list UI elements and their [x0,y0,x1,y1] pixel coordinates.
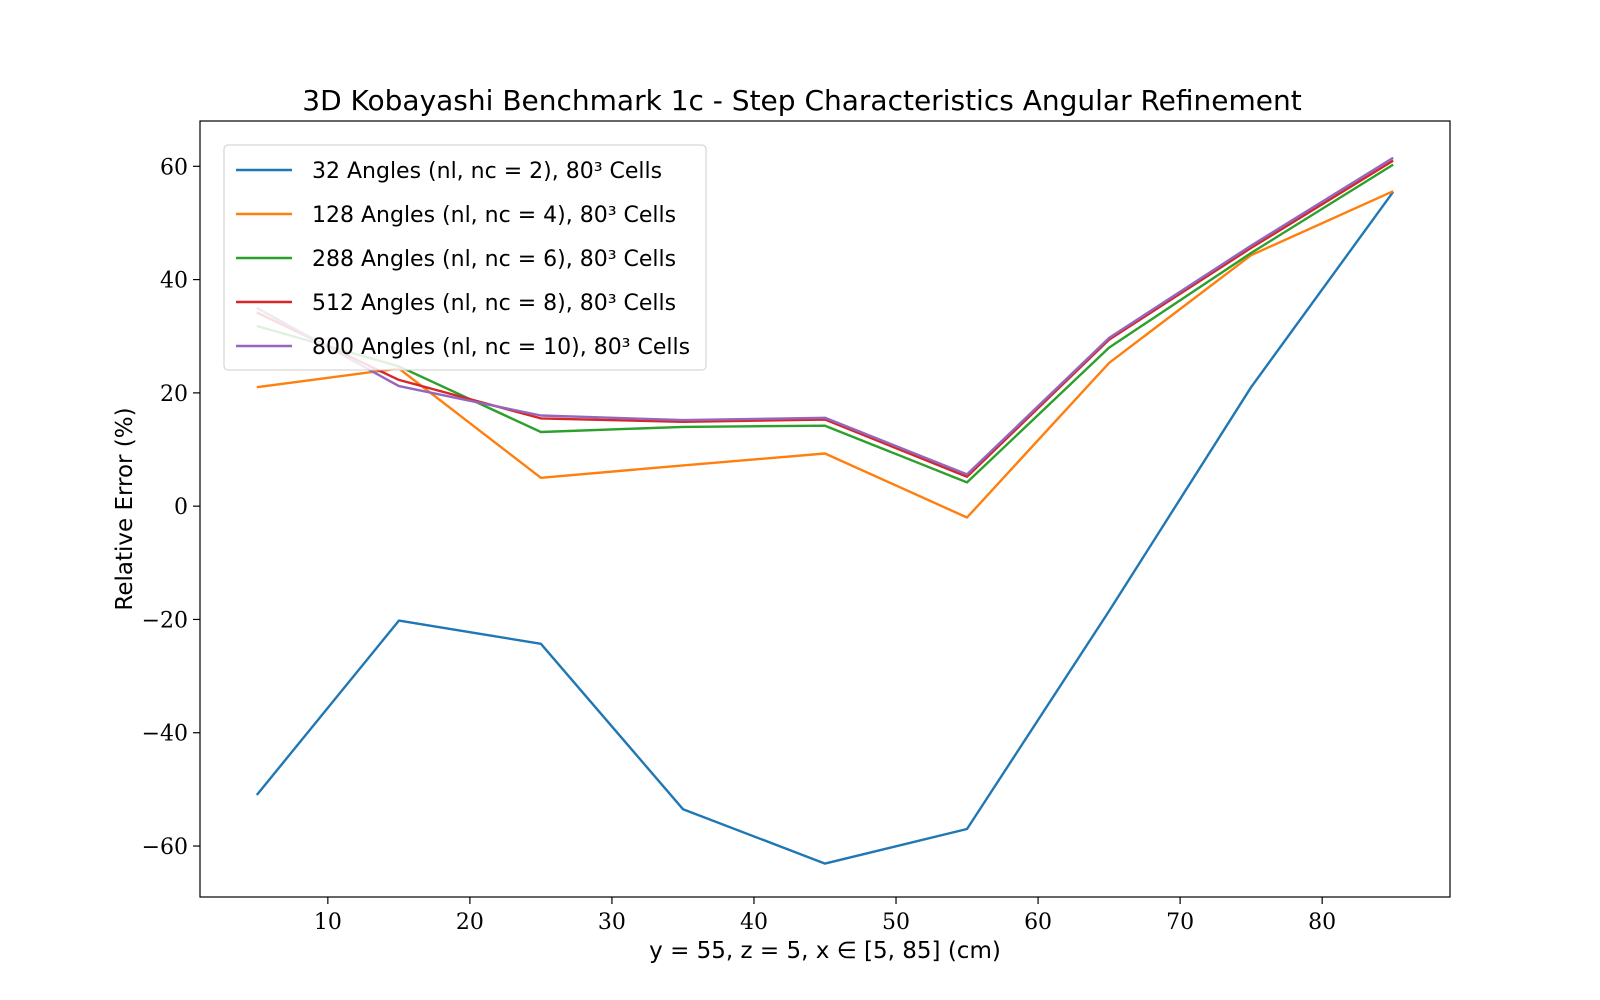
x-tick-label: 60 [1024,910,1052,935]
x-tick-label: 50 [882,910,910,935]
legend: 32 Angles (nl, nc = 2), 80³ Cells 128 Ang… [223,144,707,371]
y-tick-label: 60 [160,155,188,180]
x-tick-label: 80 [1308,910,1336,935]
legend-entry: 800 Angles (nl, nc = 10), 80³ Cells [312,335,690,360]
x-tick-label: 20 [456,910,484,935]
x-tick-label: 10 [314,910,342,935]
legend-entry: 512 Angles (nl, nc = 8), 80³ Cells [312,291,676,316]
y-tick-label: 40 [160,269,188,294]
legend-entry: 32 Angles (nl, nc = 2), 80³ Cells [312,159,662,184]
series-lines [255,156,1395,865]
x-tick-label: 70 [1166,910,1194,935]
y-tick-label: −20 [142,608,188,633]
legend-box [223,144,707,371]
legend-entry: 128 Angles (nl, nc = 4), 80³ Cells [312,203,676,228]
y-axis-label: Relative Error (%) [112,407,138,610]
y-tick-label: −60 [142,835,188,860]
x-axis: 10 20 30 40 50 60 70 80 [314,897,1336,935]
plot-area-frame [199,120,1451,898]
y-tick-label: 20 [160,382,188,407]
y-tick-label: 0 [174,495,188,520]
x-tick-label: 40 [740,910,768,935]
legend-entry: 288 Angles (nl, nc = 6), 80³ Cells [312,247,676,272]
series-line-2 [256,163,1394,484]
x-tick-label: 30 [598,910,626,935]
x-axis-label: y = 55, z = 5, x ∈ [5, 85] (cm) [649,938,1001,964]
y-axis: −60 −40 −20 0 20 40 60 [142,155,200,860]
y-tick-label: −40 [142,722,188,747]
series-line-0 [255,191,1395,865]
chart-title: 3D Kobayashi Benchmark 1c - Step Charact… [302,84,1301,117]
